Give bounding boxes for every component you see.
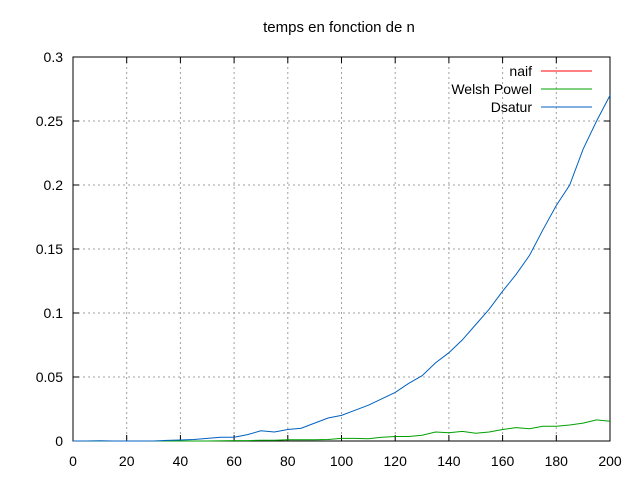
y-tick-label: 0.15 bbox=[36, 241, 63, 257]
chart-title: temps en fonction de n bbox=[263, 19, 415, 36]
x-tick-label: 20 bbox=[119, 453, 135, 469]
series-line-welsh-powel bbox=[73, 419, 611, 442]
x-tick-label: 160 bbox=[491, 453, 515, 469]
x-tick-label: 140 bbox=[437, 453, 461, 469]
y-tick-label: 0.2 bbox=[44, 177, 64, 193]
x-tick-label: 80 bbox=[280, 453, 296, 469]
x-tick-label: 180 bbox=[545, 453, 569, 469]
axis-ticks bbox=[72, 56, 611, 442]
legend-label-welsh-powel: Welsh Powel bbox=[451, 81, 532, 97]
y-axis-tick-labels: 0 0.05 0.1 0.15 0.2 0.25 0.3 bbox=[36, 49, 63, 449]
grid-lines bbox=[73, 57, 610, 441]
legend-label-naif: naif bbox=[509, 63, 532, 79]
x-tick-label: 120 bbox=[384, 453, 408, 469]
x-tick-label: 200 bbox=[598, 453, 622, 469]
legend: naif Welsh Powel Dsatur bbox=[451, 63, 592, 115]
y-tick-label: 0.25 bbox=[36, 113, 63, 129]
series-lines bbox=[73, 95, 611, 442]
legend-label-dsatur: Dsatur bbox=[491, 99, 533, 115]
y-tick-label: 0.1 bbox=[44, 305, 64, 321]
x-tick-label: 100 bbox=[330, 453, 354, 469]
x-tick-label: 60 bbox=[226, 453, 242, 469]
y-tick-label: 0.05 bbox=[36, 369, 63, 385]
y-tick-label: 0 bbox=[55, 433, 63, 449]
x-tick-label: 0 bbox=[69, 453, 77, 469]
y-tick-label: 0.3 bbox=[44, 49, 64, 65]
x-tick-label: 40 bbox=[173, 453, 189, 469]
series-line-dsatur bbox=[73, 95, 611, 442]
x-axis-tick-labels: 0 20 40 60 80 100 120 140 160 180 200 bbox=[69, 453, 622, 469]
